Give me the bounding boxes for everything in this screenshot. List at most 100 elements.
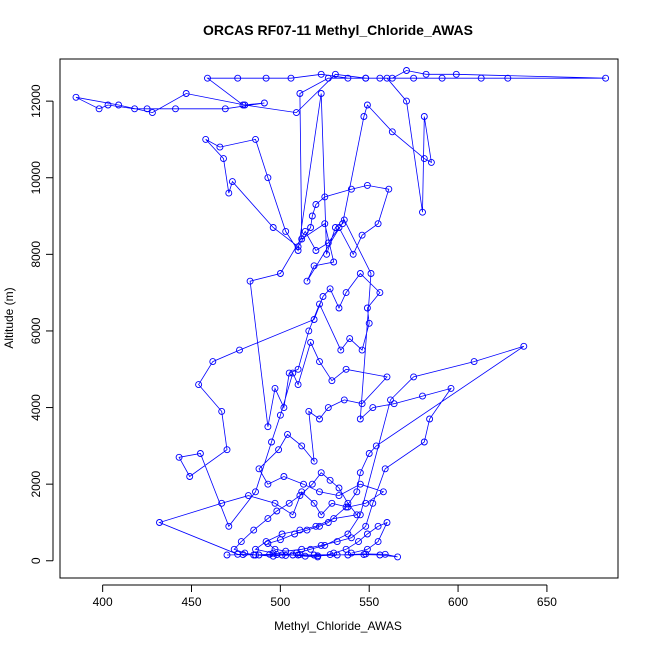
data-point <box>264 540 272 547</box>
data-point <box>264 480 272 488</box>
data-point <box>220 155 227 163</box>
data-point <box>314 553 322 561</box>
x-tick-label: 450 <box>181 595 201 609</box>
data-point <box>353 511 361 519</box>
data-point <box>223 446 231 454</box>
x-tick-label: 500 <box>270 595 290 609</box>
data-point <box>255 551 263 559</box>
data-point <box>362 499 370 507</box>
data-point <box>381 465 389 473</box>
data-point <box>228 178 236 186</box>
data-point <box>376 74 384 82</box>
data-point <box>328 377 336 385</box>
data-point <box>316 415 323 423</box>
data-point <box>271 545 279 553</box>
data-point <box>326 285 334 293</box>
data-point <box>353 488 361 496</box>
data-point <box>148 109 156 117</box>
data-point <box>342 503 350 511</box>
data-point <box>291 530 299 538</box>
data-point <box>310 499 318 507</box>
data-point <box>310 551 318 559</box>
data-point <box>301 227 309 235</box>
data-point <box>324 74 332 82</box>
data-point <box>427 158 435 166</box>
data-point <box>347 549 355 557</box>
data-point <box>381 550 389 558</box>
data-point <box>280 404 288 412</box>
data-point <box>310 457 318 465</box>
x-tick-label: 650 <box>537 595 557 609</box>
data-point <box>216 143 224 151</box>
data-point <box>520 342 528 350</box>
data-point <box>316 522 323 530</box>
data-point <box>324 519 332 526</box>
y-tick-label: 10000 <box>29 161 43 195</box>
data-point <box>172 105 179 113</box>
data-point <box>264 174 272 182</box>
data-point <box>268 438 275 446</box>
data-point <box>362 74 370 82</box>
data-point <box>331 70 339 78</box>
data-point <box>438 74 446 82</box>
y-tick-label: 12000 <box>29 84 43 118</box>
data-point <box>296 90 304 97</box>
data-point <box>280 473 288 480</box>
data-point <box>204 74 211 82</box>
data-point <box>356 270 364 277</box>
y-axis-label: Altitude (m) <box>2 287 16 348</box>
data-point <box>420 155 428 163</box>
data-point <box>419 392 426 400</box>
data-point <box>383 373 391 381</box>
data-point <box>358 400 366 408</box>
data-point <box>276 411 284 419</box>
data-point <box>269 549 277 557</box>
data-point <box>278 551 286 559</box>
data-point <box>271 499 279 507</box>
data-point <box>321 541 329 549</box>
data-point <box>241 549 249 557</box>
data-point <box>72 93 80 101</box>
data-point <box>317 469 325 477</box>
data-point <box>347 534 355 542</box>
data-point <box>236 346 243 354</box>
data-point <box>282 227 290 235</box>
data-point <box>369 404 377 412</box>
data-point <box>312 247 320 254</box>
data-point <box>383 74 391 82</box>
data-point <box>244 492 252 500</box>
data-point <box>326 476 334 484</box>
data-point <box>335 492 343 500</box>
data-point <box>365 450 373 457</box>
data-point <box>284 430 291 438</box>
data-point <box>335 484 343 492</box>
data-point <box>362 550 370 558</box>
data-point <box>234 550 242 558</box>
data-point <box>344 74 352 82</box>
data-point <box>218 499 226 507</box>
data-point <box>307 545 315 553</box>
data-point <box>310 316 318 323</box>
data-point <box>422 70 430 78</box>
data-point <box>225 522 233 530</box>
data-point <box>156 519 163 526</box>
data-point <box>388 74 396 82</box>
data-point <box>379 488 387 496</box>
data-point <box>195 381 203 389</box>
data-point <box>355 538 362 546</box>
data-point <box>420 113 428 120</box>
data-point <box>344 530 352 538</box>
data-point <box>230 545 238 553</box>
y-tick-label: 2000 <box>29 470 43 497</box>
data-point <box>289 551 297 559</box>
data-point <box>367 270 375 277</box>
data-point <box>390 400 398 408</box>
data-point <box>452 70 460 78</box>
data-point <box>312 201 320 208</box>
y-tick-label: 0 <box>29 557 43 564</box>
data-point <box>356 511 364 519</box>
data-point <box>269 224 277 231</box>
data-point <box>241 101 249 109</box>
data-point <box>196 450 204 457</box>
data-point <box>385 185 393 193</box>
